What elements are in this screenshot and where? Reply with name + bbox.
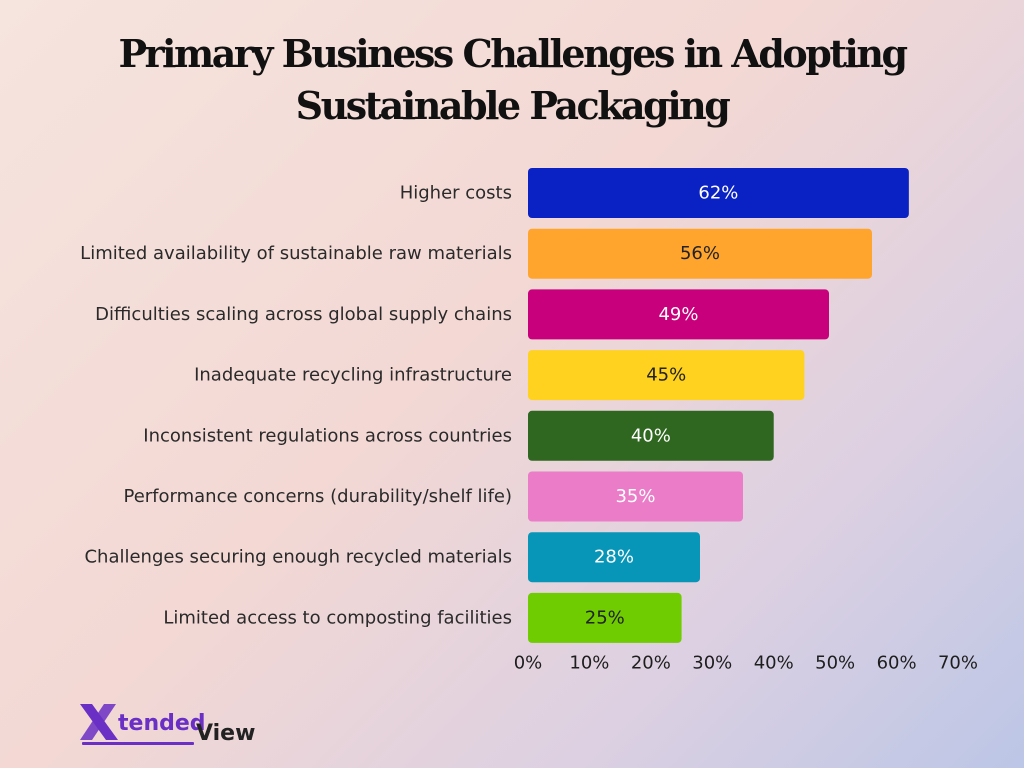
category-label: Inconsistent regulations across countrie… — [143, 425, 512, 446]
category-label: Challenges securing enough recycled mate… — [84, 547, 512, 568]
data-label: 28% — [594, 547, 634, 568]
category-label: Higher costs — [400, 183, 512, 204]
chart-title-line-2: Sustainable Packaging — [295, 83, 731, 128]
category-label: Limited availability of sustainable raw … — [80, 243, 512, 264]
bar — [528, 410, 774, 461]
category-label: Limited access to composting facilities — [163, 607, 512, 628]
x-tick-label: 30% — [692, 653, 732, 674]
bars — [528, 168, 909, 643]
data-label: 49% — [658, 304, 698, 325]
category-label: Difficulties scaling across global suppl… — [95, 304, 512, 325]
logo-text-view: View — [196, 721, 255, 746]
bar — [528, 532, 700, 583]
logo-x-mark-icon — [80, 704, 194, 745]
logo-text-tended: tended — [118, 711, 206, 736]
bar — [528, 289, 829, 340]
bar — [528, 592, 682, 643]
x-tick-label: 10% — [569, 653, 609, 674]
bar-chart: Higher costs Limited availability of sust… — [80, 168, 978, 674]
x-tick-label: 0% — [514, 653, 543, 674]
xtendedview-logo: tended View — [80, 704, 255, 746]
x-tick-label: 40% — [754, 653, 794, 674]
value-labels: 62% 56% 49% 45% 40% 35% 28% 25% — [585, 183, 739, 629]
x-tick-label: 50% — [815, 653, 855, 674]
data-label: 25% — [585, 607, 625, 628]
data-label: 40% — [631, 425, 671, 446]
category-label: Inadequate recycling infrastructure — [194, 365, 512, 386]
x-axis-ticks: 0% 10% 20% 30% 40% 50% 60% 70% — [514, 653, 978, 674]
data-label: 62% — [698, 183, 738, 204]
bar — [528, 168, 909, 218]
data-label: 45% — [646, 365, 686, 386]
x-tick-label: 70% — [938, 653, 978, 674]
bar — [528, 350, 805, 401]
chart-title: Primary Business Challenges in Adopting … — [0, 28, 1024, 132]
bar — [528, 228, 872, 279]
x-tick-label: 60% — [877, 653, 917, 674]
data-label: 56% — [680, 243, 720, 264]
bar — [528, 471, 743, 522]
data-label: 35% — [615, 486, 655, 507]
chart-title-line-1: Primary Business Challenges in Adopting — [118, 31, 908, 76]
x-tick-label: 20% — [631, 653, 671, 674]
category-label: Performance concerns (durability/shelf l… — [123, 486, 512, 507]
category-labels: Higher costs Limited availability of sust… — [80, 183, 512, 629]
